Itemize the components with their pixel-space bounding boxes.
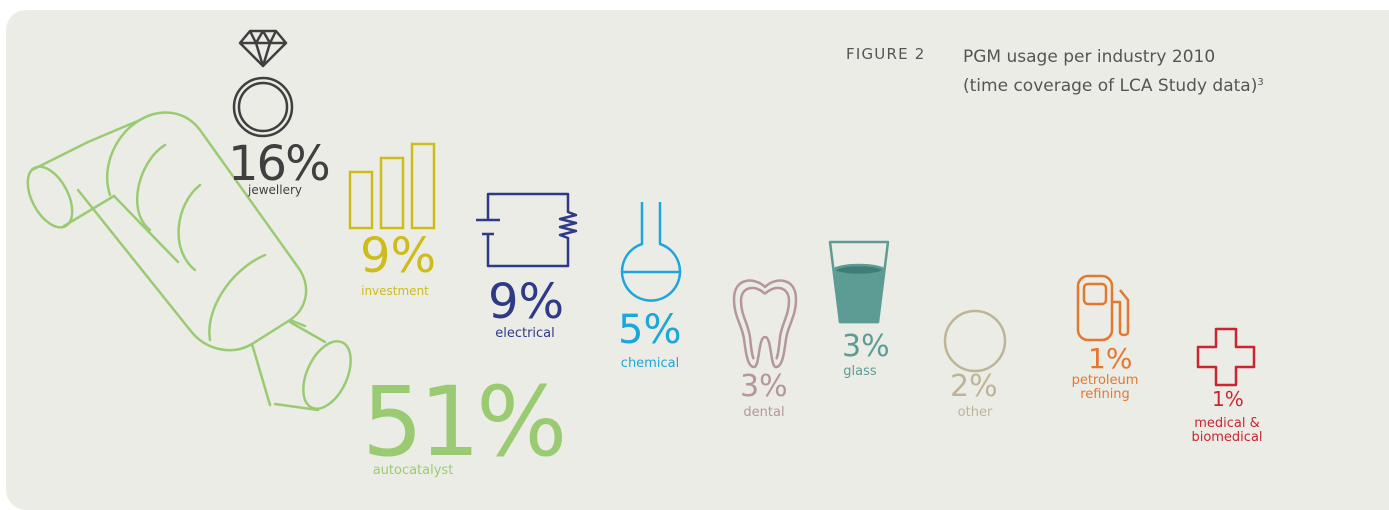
petroleum-label-line2: refining [1080, 387, 1130, 403]
petroleum-value: 1% [1088, 342, 1133, 375]
jewellery-label: jewellery [248, 183, 302, 197]
bar-chart-icon [348, 142, 436, 230]
investment-value: 9% [360, 228, 437, 284]
figure-footnote: 3 [1257, 77, 1264, 88]
figure-title-line1: PGM usage per industry 2010 [963, 47, 1216, 67]
other-label: other [957, 405, 993, 420]
autocatalyst-value: 51% [362, 366, 567, 478]
medical-label-line1: medical & [1194, 416, 1260, 431]
electrical-label: electrical [495, 326, 555, 341]
chemical-label: chemical [620, 356, 680, 371]
autocatalyst-label: autocatalyst [372, 463, 454, 478]
medical-value: 1% [1212, 387, 1244, 411]
dental-label: dental [743, 405, 785, 420]
fuel-pump-icon [1076, 274, 1130, 342]
petroleum-label-line1: petroleum [1071, 373, 1139, 388]
dental-value: 3% [740, 369, 788, 404]
circuit-icon [476, 192, 578, 268]
medical-label-line2: biomedical [1191, 430, 1263, 446]
investment-label: investment [361, 284, 429, 298]
glass-icon [828, 240, 890, 324]
medical-cross-icon [1196, 327, 1256, 387]
figure-subtitle: (time coverage of LCA Study data) [963, 76, 1258, 96]
glass-value: 3% [842, 329, 890, 364]
medical-label: medical & biomedical [1182, 416, 1272, 446]
diamond-ring-icon [232, 29, 294, 138]
circle-icon [943, 309, 1007, 373]
jewellery-value: 16% [228, 136, 331, 192]
figure-label: FIGURE 2 [846, 45, 926, 63]
other-value: 2% [950, 369, 998, 404]
electrical-value: 9% [488, 274, 565, 330]
chemical-value: 5% [618, 307, 682, 353]
figure-title: PGM usage per industry 2010 (time covera… [963, 45, 1264, 99]
glass-label: glass [843, 364, 877, 379]
flask-icon [620, 202, 682, 302]
petroleum-label: petroleum refining [1060, 373, 1150, 403]
tooth-icon [732, 279, 798, 369]
figure-title-line2: (time coverage of LCA Study data)3 [963, 70, 1264, 99]
